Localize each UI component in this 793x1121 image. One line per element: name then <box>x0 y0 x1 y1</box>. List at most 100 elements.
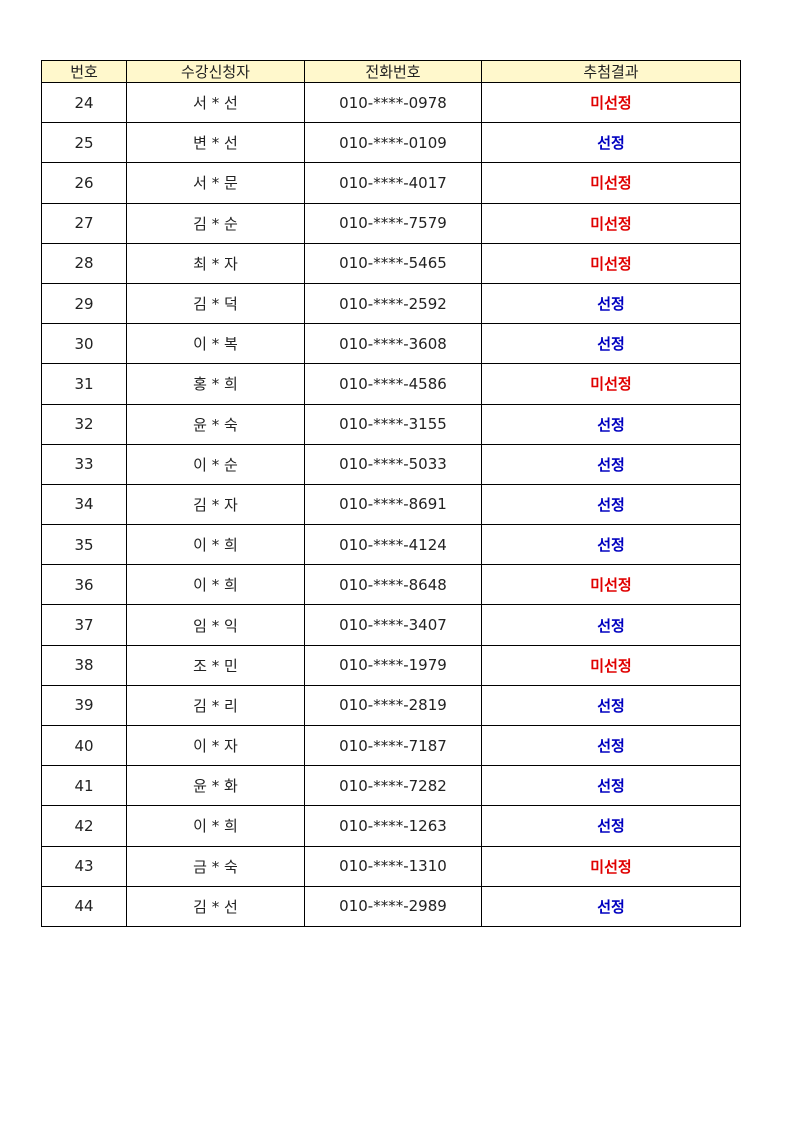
phone-number: 010-****-0109 <box>304 122 482 164</box>
row-number: 42 <box>41 805 127 847</box>
table-row: 34 김 * 자 010-****-8691 선정 <box>41 483 741 526</box>
applicant-name: 임 * 익 <box>126 604 305 646</box>
result: 선정 <box>481 524 741 566</box>
applicant-name: 윤 * 화 <box>126 765 305 807</box>
phone-number: 010-****-0978 <box>304 81 482 124</box>
result: 선정 <box>481 443 741 485</box>
applicant-name: 조 * 민 <box>126 644 305 686</box>
table-row: 44 김 * 선 010-****-2989 선정 <box>41 885 741 927</box>
applicant-name: 이 * 희 <box>126 524 305 566</box>
phone-number: 010-****-3155 <box>304 403 482 445</box>
table-row: 40 이 * 자 010-****-7187 선정 <box>41 724 741 767</box>
row-number: 44 <box>41 885 127 927</box>
result: 미선정 <box>481 363 741 405</box>
row-number: 32 <box>41 403 127 445</box>
applicant-name: 홍 * 희 <box>126 363 305 405</box>
phone-number: 010-****-3407 <box>304 604 482 646</box>
row-number: 24 <box>41 81 127 124</box>
row-number: 36 <box>41 564 127 606</box>
header-number: 번호 <box>41 60 127 83</box>
result: 선정 <box>481 122 741 164</box>
phone-number: 010-****-5465 <box>304 242 482 284</box>
row-number: 37 <box>41 604 127 646</box>
phone-number: 010-****-7187 <box>304 724 482 767</box>
applicant-name: 이 * 자 <box>126 724 305 767</box>
applicant-name: 변 * 선 <box>126 122 305 164</box>
table-row: 39 김 * 리 010-****-2819 선정 <box>41 684 741 727</box>
phone-number: 010-****-1263 <box>304 805 482 847</box>
row-number: 38 <box>41 644 127 686</box>
table-row: 28 최 * 자 010-****-5465 미선정 <box>41 242 741 284</box>
phone-number: 010-****-2592 <box>304 282 482 325</box>
phone-number: 010-****-8691 <box>304 483 482 526</box>
row-number: 28 <box>41 242 127 284</box>
header-result: 추첨결과 <box>481 60 741 83</box>
result: 선정 <box>481 724 741 767</box>
row-number: 26 <box>41 162 127 204</box>
phone-number: 010-****-1310 <box>304 845 482 887</box>
header-applicant: 수강신청자 <box>126 60 305 83</box>
phone-number: 010-****-1979 <box>304 644 482 686</box>
result: 선정 <box>481 885 741 927</box>
table-row: 26 서 * 문 010-****-4017 미선정 <box>41 162 741 204</box>
row-number: 40 <box>41 724 127 767</box>
result: 미선정 <box>481 644 741 686</box>
table-row: 42 이 * 희 010-****-1263 선정 <box>41 805 741 847</box>
table-row: 37 임 * 익 010-****-3407 선정 <box>41 604 741 646</box>
phone-number: 010-****-2819 <box>304 684 482 727</box>
result: 미선정 <box>481 242 741 284</box>
lottery-result-table: 번호 수강신청자 전화번호 추첨결과 24 서 * 선 010-****-0978 미… <box>41 60 741 927</box>
applicant-name: 이 * 희 <box>126 564 305 606</box>
phone-number: 010-****-7282 <box>304 765 482 807</box>
result: 선정 <box>481 282 741 325</box>
row-number: 29 <box>41 282 127 325</box>
table-row: 41 윤 * 화 010-****-7282 선정 <box>41 765 741 807</box>
result: 선정 <box>481 403 741 445</box>
table-row: 32 윤 * 숙 010-****-3155 선정 <box>41 403 741 445</box>
table-row: 25 변 * 선 010-****-0109 선정 <box>41 122 741 164</box>
row-number: 43 <box>41 845 127 887</box>
applicant-name: 서 * 선 <box>126 81 305 124</box>
table-row: 43 금 * 숙 010-****-1310 미선정 <box>41 845 741 887</box>
result: 미선정 <box>481 162 741 204</box>
header-phone: 전화번호 <box>304 60 482 83</box>
table-row: 36 이 * 희 010-****-8648 미선정 <box>41 564 741 606</box>
row-number: 35 <box>41 524 127 566</box>
row-number: 33 <box>41 443 127 485</box>
phone-number: 010-****-7579 <box>304 202 482 244</box>
applicant-name: 이 * 복 <box>126 323 305 365</box>
table-row: 27 김 * 순 010-****-7579 미선정 <box>41 202 741 244</box>
applicant-name: 금 * 숙 <box>126 845 305 887</box>
phone-number: 010-****-4586 <box>304 363 482 405</box>
phone-number: 010-****-4124 <box>304 524 482 566</box>
row-number: 39 <box>41 684 127 727</box>
applicant-name: 김 * 덕 <box>126 282 305 325</box>
result: 선정 <box>481 604 741 646</box>
result: 선정 <box>481 684 741 727</box>
phone-number: 010-****-8648 <box>304 564 482 606</box>
table-row: 33 이 * 순 010-****-5033 선정 <box>41 443 741 485</box>
row-number: 25 <box>41 122 127 164</box>
result: 선정 <box>481 323 741 365</box>
row-number: 30 <box>41 323 127 365</box>
applicant-name: 김 * 선 <box>126 885 305 927</box>
phone-number: 010-****-3608 <box>304 323 482 365</box>
row-number: 41 <box>41 765 127 807</box>
result: 미선정 <box>481 845 741 887</box>
result: 선정 <box>481 805 741 847</box>
phone-number: 010-****-5033 <box>304 443 482 485</box>
table-row: 30 이 * 복 010-****-3608 선정 <box>41 323 741 365</box>
row-number: 34 <box>41 483 127 526</box>
applicant-name: 최 * 자 <box>126 242 305 284</box>
phone-number: 010-****-4017 <box>304 162 482 204</box>
table-row: 38 조 * 민 010-****-1979 미선정 <box>41 644 741 686</box>
row-number: 27 <box>41 202 127 244</box>
table-row: 31 홍 * 희 010-****-4586 미선정 <box>41 363 741 405</box>
row-number: 31 <box>41 363 127 405</box>
applicant-name: 서 * 문 <box>126 162 305 204</box>
table-row: 35 이 * 희 010-****-4124 선정 <box>41 524 741 566</box>
result: 미선정 <box>481 564 741 606</box>
applicant-name: 김 * 자 <box>126 483 305 526</box>
phone-number: 010-****-2989 <box>304 885 482 927</box>
result: 미선정 <box>481 202 741 244</box>
